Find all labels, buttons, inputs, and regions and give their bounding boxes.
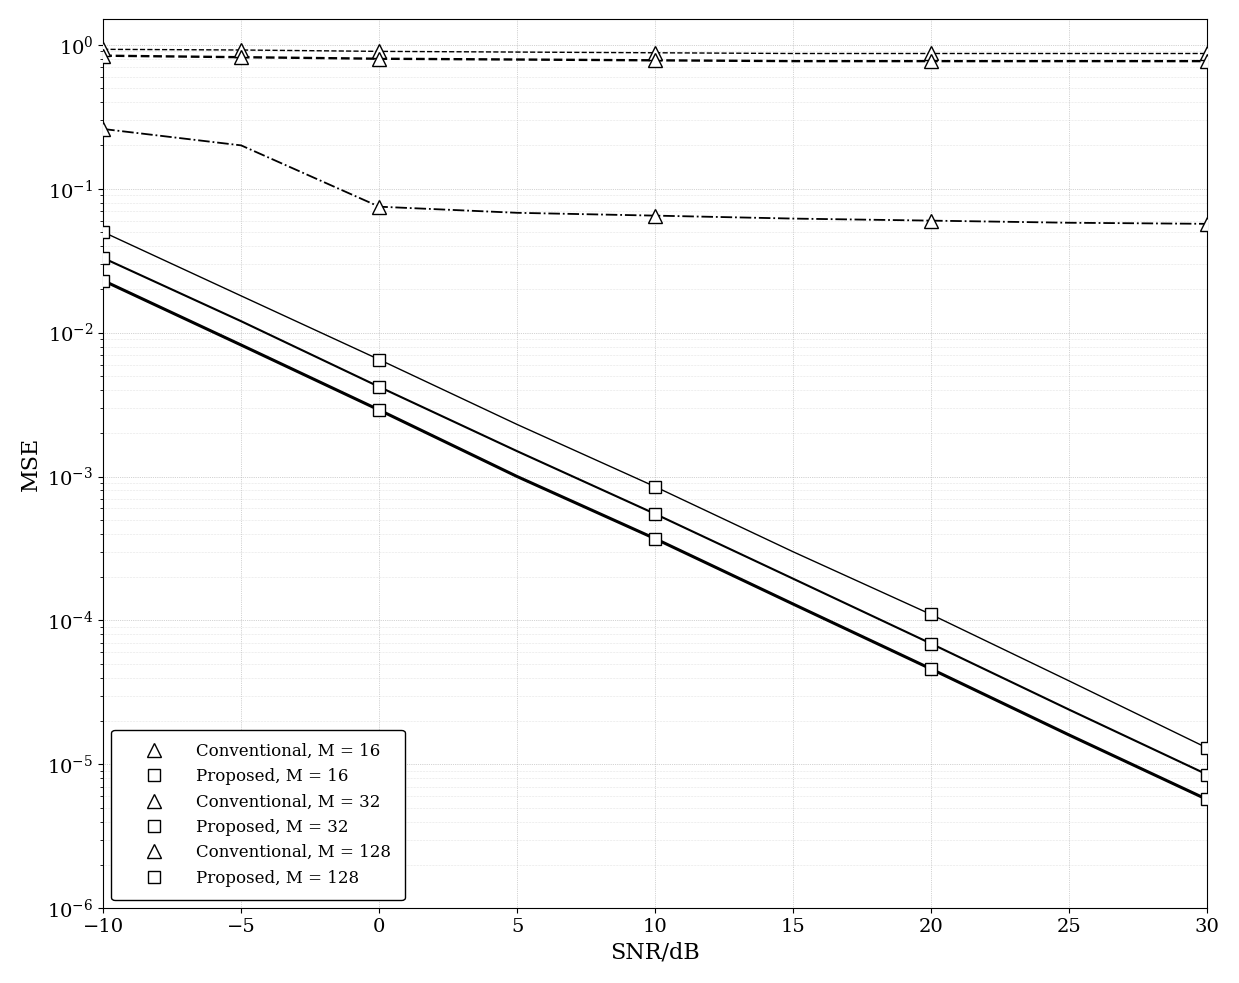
Line: Conventional, M = 128: Conventional, M = 128	[97, 122, 1214, 231]
Proposed, M = 32	[648, 508, 663, 520]
Conventional, M = 16	[234, 44, 249, 56]
Line: Proposed, M = 16: Proposed, M = 16	[98, 226, 1213, 754]
Proposed, M = 128	[648, 533, 663, 545]
Conventional, M = 128	[924, 214, 939, 226]
Proposed, M = 16	[372, 354, 387, 366]
Conventional, M = 16	[924, 47, 939, 59]
Conventional, M = 32	[924, 55, 939, 67]
Conventional, M = 128	[372, 201, 387, 212]
Line: Conventional, M = 32: Conventional, M = 32	[97, 49, 1214, 68]
Y-axis label: MSE: MSE	[20, 436, 41, 491]
Proposed, M = 32	[924, 638, 939, 650]
Conventional, M = 32	[648, 54, 663, 66]
Conventional, M = 32	[234, 51, 249, 63]
Proposed, M = 128	[95, 274, 110, 286]
Conventional, M = 16	[372, 45, 387, 57]
Conventional, M = 128	[1199, 218, 1214, 230]
Proposed, M = 32	[372, 381, 387, 393]
Proposed, M = 128	[924, 664, 939, 675]
Conventional, M = 128	[95, 123, 110, 135]
Conventional, M = 16	[1199, 47, 1214, 59]
Proposed, M = 16	[1199, 742, 1214, 754]
Proposed, M = 32	[95, 252, 110, 263]
Proposed, M = 128	[372, 404, 387, 416]
Conventional, M = 16	[95, 43, 110, 55]
Conventional, M = 32	[372, 53, 387, 65]
Conventional, M = 32	[1199, 55, 1214, 67]
Line: Conventional, M = 16: Conventional, M = 16	[97, 42, 1214, 60]
X-axis label: SNR/dB: SNR/dB	[611, 942, 700, 963]
Proposed, M = 16	[648, 481, 663, 492]
Conventional, M = 128	[648, 209, 663, 221]
Proposed, M = 16	[924, 608, 939, 620]
Conventional, M = 32	[95, 50, 110, 62]
Proposed, M = 32	[1199, 769, 1214, 781]
Conventional, M = 16	[648, 47, 663, 59]
Proposed, M = 128	[1199, 793, 1214, 805]
Proposed, M = 16	[95, 226, 110, 238]
Line: Proposed, M = 128: Proposed, M = 128	[98, 275, 1213, 805]
Line: Proposed, M = 32: Proposed, M = 32	[98, 253, 1213, 781]
Legend: Conventional, M = 16, Proposed, M = 16, Conventional, M = 32, Proposed, M = 32, : Conventional, M = 16, Proposed, M = 16, …	[112, 729, 405, 900]
